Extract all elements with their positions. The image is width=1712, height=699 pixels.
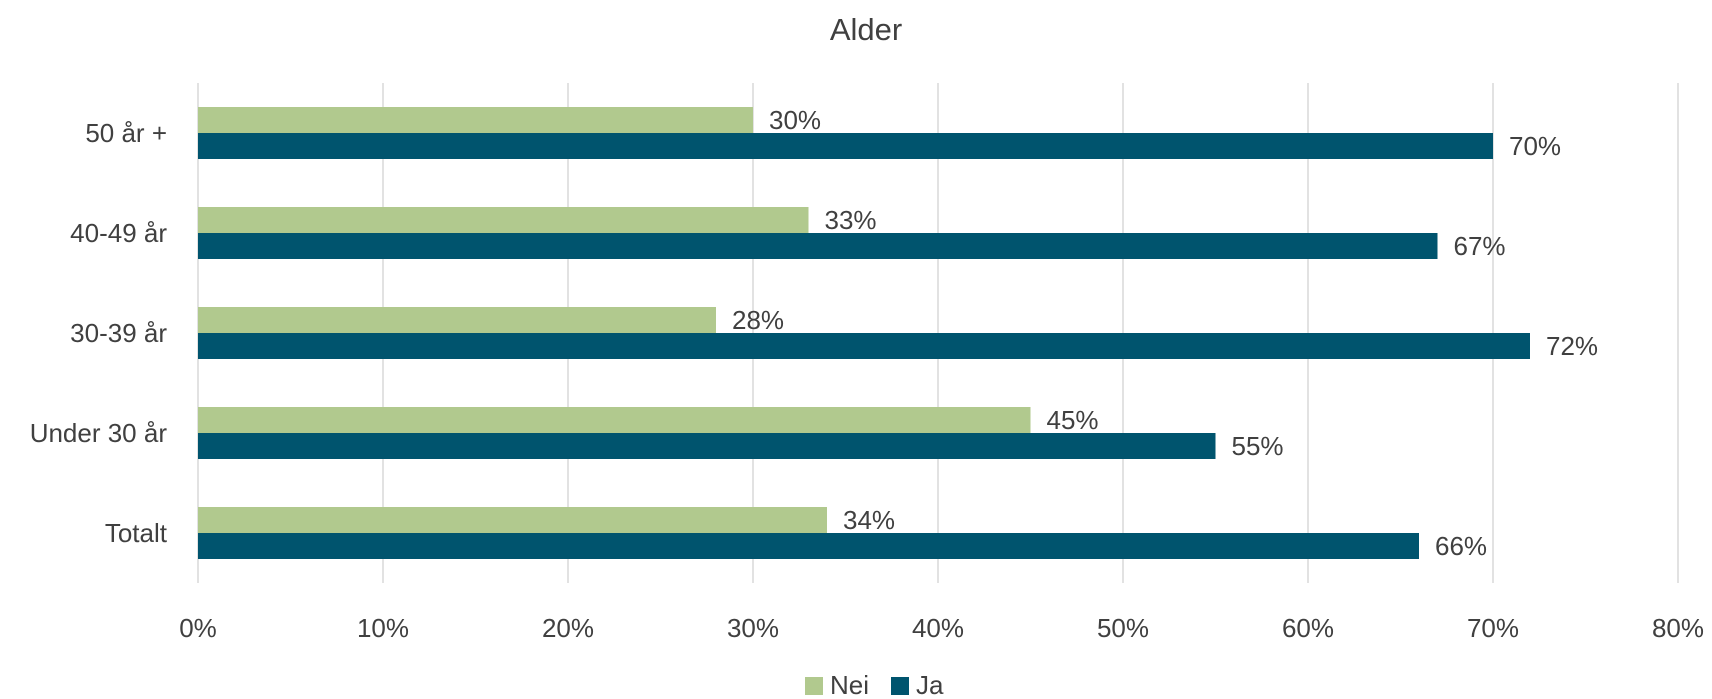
bar-nei [198, 507, 827, 533]
x-tick-label: 50% [1097, 613, 1149, 643]
legend: Nei Ja [805, 670, 944, 699]
x-tick-label: 70% [1467, 613, 1519, 643]
legend-swatch-ja [891, 677, 909, 695]
bar-nei [198, 207, 809, 233]
data-label: 30% [769, 105, 821, 135]
category-label: 30-39 år [70, 318, 167, 348]
data-label: 33% [825, 205, 877, 235]
chart-title: Alder [830, 12, 902, 47]
bar-nei [198, 307, 716, 333]
legend-swatch-nei [805, 677, 823, 695]
data-labels: 30% 70% 33% 67% 28% 72% 45% 55% 34% 66% [732, 105, 1598, 561]
bar-nei [198, 107, 753, 133]
x-tick-label: 0% [179, 613, 217, 643]
data-label: 28% [732, 305, 784, 335]
x-tick-label: 60% [1282, 613, 1334, 643]
bars-group [198, 107, 1530, 559]
data-label: 45% [1047, 405, 1099, 435]
legend-label-nei: Nei [830, 670, 869, 699]
data-label: 55% [1232, 431, 1284, 461]
x-tick-label: 80% [1652, 613, 1704, 643]
category-label: Under 30 år [30, 418, 168, 448]
data-label: 72% [1546, 331, 1598, 361]
data-label: 70% [1509, 131, 1561, 161]
category-label: Totalt [105, 518, 168, 548]
bar-nei [198, 407, 1031, 433]
bar-ja [198, 433, 1216, 459]
bar-ja [198, 133, 1493, 159]
category-label: 50 år + [85, 118, 167, 148]
data-label: 67% [1454, 231, 1506, 261]
x-tick-label: 20% [542, 613, 594, 643]
category-label: 40-49 år [70, 218, 167, 248]
data-label: 34% [843, 505, 895, 535]
x-tick-label: 10% [357, 613, 409, 643]
x-tick-label: 30% [727, 613, 779, 643]
data-label: 66% [1435, 531, 1487, 561]
bar-ja [198, 233, 1438, 259]
x-tick-labels: 0% 10% 20% 30% 40% 50% 60% 70% 80% [179, 613, 1704, 643]
legend-label-ja: Ja [916, 670, 944, 699]
category-labels: 50 år + 40-49 år 30-39 år Under 30 år Totalt [30, 118, 168, 548]
x-tick-label: 40% [912, 613, 964, 643]
bar-ja [198, 333, 1530, 359]
bar-ja [198, 533, 1419, 559]
